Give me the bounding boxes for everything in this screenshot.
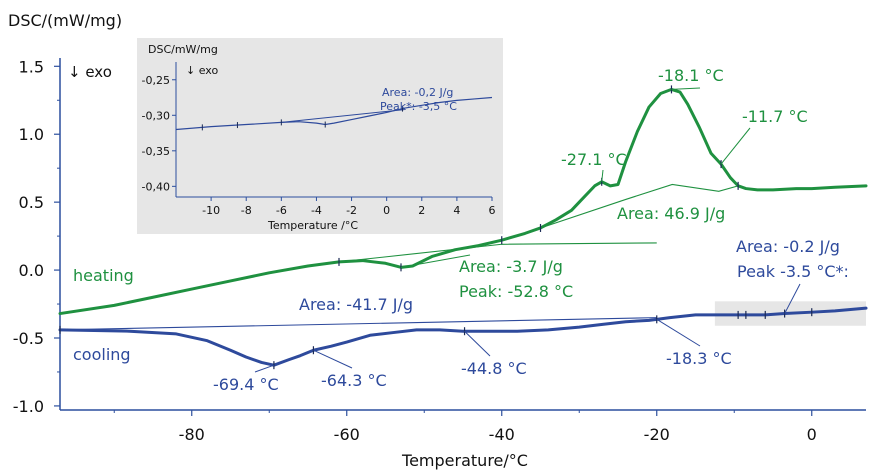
x-tick-label: -20: [644, 425, 670, 444]
y-axis-title: DSC/(mW/mg): [8, 11, 122, 30]
y-tick-label: 1.5: [19, 57, 44, 76]
label-peak-3-5: Peak -3.5 °C*:: [737, 262, 849, 281]
inset-y-tick-label: -0,35: [142, 145, 170, 158]
label-heating: heating: [73, 266, 134, 285]
inset-x-tick-label: -4: [311, 204, 322, 217]
label-cooling: cooling: [73, 345, 131, 364]
x-tick-label: -80: [179, 425, 205, 444]
series-lines: [58, 87, 868, 367]
heating-baseline: [540, 183, 739, 229]
annotation-leader: [400, 254, 471, 268]
inset-baseline: [281, 109, 405, 123]
y-tick-label: 0.5: [19, 193, 44, 212]
annotation-leader: [254, 364, 275, 373]
label-area-3-7: Area: -3.7 J/g: [459, 257, 563, 276]
label-peak-18-3: -18.3 °C: [666, 349, 732, 368]
label-peak-18-1: -18.1 °C: [658, 66, 724, 85]
annotation-leader: [464, 330, 491, 357]
cooling-baseline: [59, 317, 657, 331]
annotation-leader: [671, 87, 701, 90]
annotation-leader: [784, 283, 801, 314]
inset-x-tick-label: -8: [241, 204, 252, 217]
inset-baseline-line: [281, 109, 405, 123]
inset-label-peak: Peak*: -3,5 °C: [380, 100, 457, 113]
x-tick-label: 0: [807, 425, 817, 444]
y-tick-label: -0.5: [13, 329, 44, 348]
annotation-leader: [720, 127, 751, 165]
inset-y-tick-label: -0,40: [142, 180, 170, 193]
label-peak-11-7: -11.7 °C: [742, 107, 808, 126]
annotation-leaders: [254, 87, 801, 373]
annotations: heating cooling -27.1 °C -18.1 °C -11.7 …: [73, 66, 849, 394]
x-axis-title: Temperature/°C: [401, 451, 528, 470]
exo-indicator: ↓ exo: [68, 63, 112, 81]
inset-x-tick-label: -10: [202, 204, 220, 217]
label-area-46-9: Area: 46.9 J/g: [617, 204, 725, 223]
inset-x-tick-label: 6: [489, 204, 496, 217]
x-tick-label: -40: [489, 425, 515, 444]
inset-y-tick-label: -0,25: [142, 74, 170, 87]
inset-background: [137, 38, 503, 234]
y-tick-label: -1.0: [13, 397, 44, 416]
inset-x-tick-label: -2: [346, 204, 357, 217]
annotation-leader: [601, 169, 604, 182]
label-area-41-7: Area: -41.7 J/g: [299, 295, 413, 314]
label-peak-27-1: -27.1 °C: [561, 150, 627, 169]
inset-exo-indicator: ↓ exo: [186, 64, 218, 77]
main-axis-ticks: -80 -60 -40 -20 01.51.00.50.0-0.5-1.0: [13, 57, 817, 444]
label-peak-69-4: -69.4 °C: [213, 375, 279, 394]
x-tick-label: -60: [334, 425, 360, 444]
y-tick-label: 0.0: [19, 261, 44, 280]
inset-label-area: Area: -0,2 J/g: [382, 86, 453, 99]
inset-x-tick-label: 0: [383, 204, 390, 217]
label-peak-64-3: -64.3 °C: [321, 371, 387, 390]
inset-x-tick-label: 2: [418, 204, 425, 217]
heating-baseline: [338, 242, 657, 263]
inset-chart: DSC/mW/mg ↓ exo Temperature /°C -10 -8 -6-…: [137, 38, 503, 234]
label-peak-52-8: Peak: -52.8 °C: [459, 282, 573, 301]
inset-y-tick-label: -0,30: [142, 109, 170, 122]
label-peak-44-8: -44.8 °C: [461, 359, 527, 378]
inset-series-line: [175, 96, 493, 131]
inset-markers: [201, 105, 403, 131]
annotation-leader: [656, 318, 701, 347]
inset-x-tick-label: -6: [276, 204, 287, 217]
inset-x-tick-label: 4: [453, 204, 460, 217]
annotation-leader: [313, 349, 353, 369]
y-tick-label: 1.0: [19, 125, 44, 144]
inset-cooling-curve: [175, 96, 493, 131]
inset-axis-ticks: -10 -8 -6 -4 -2 0 2 4 6 -0,25 -0,30 -0,35 -0,40: [142, 74, 496, 217]
heating-curve: [58, 87, 868, 316]
label-area-0-2: Area: -0.2 J/g: [736, 237, 840, 256]
integration-baselines: [59, 183, 739, 331]
inset-y-axis-title: DSC/mW/mg: [148, 43, 218, 56]
cooling-curve: [58, 306, 868, 367]
inset-x-axis-title: Temperature /°C: [267, 219, 358, 232]
